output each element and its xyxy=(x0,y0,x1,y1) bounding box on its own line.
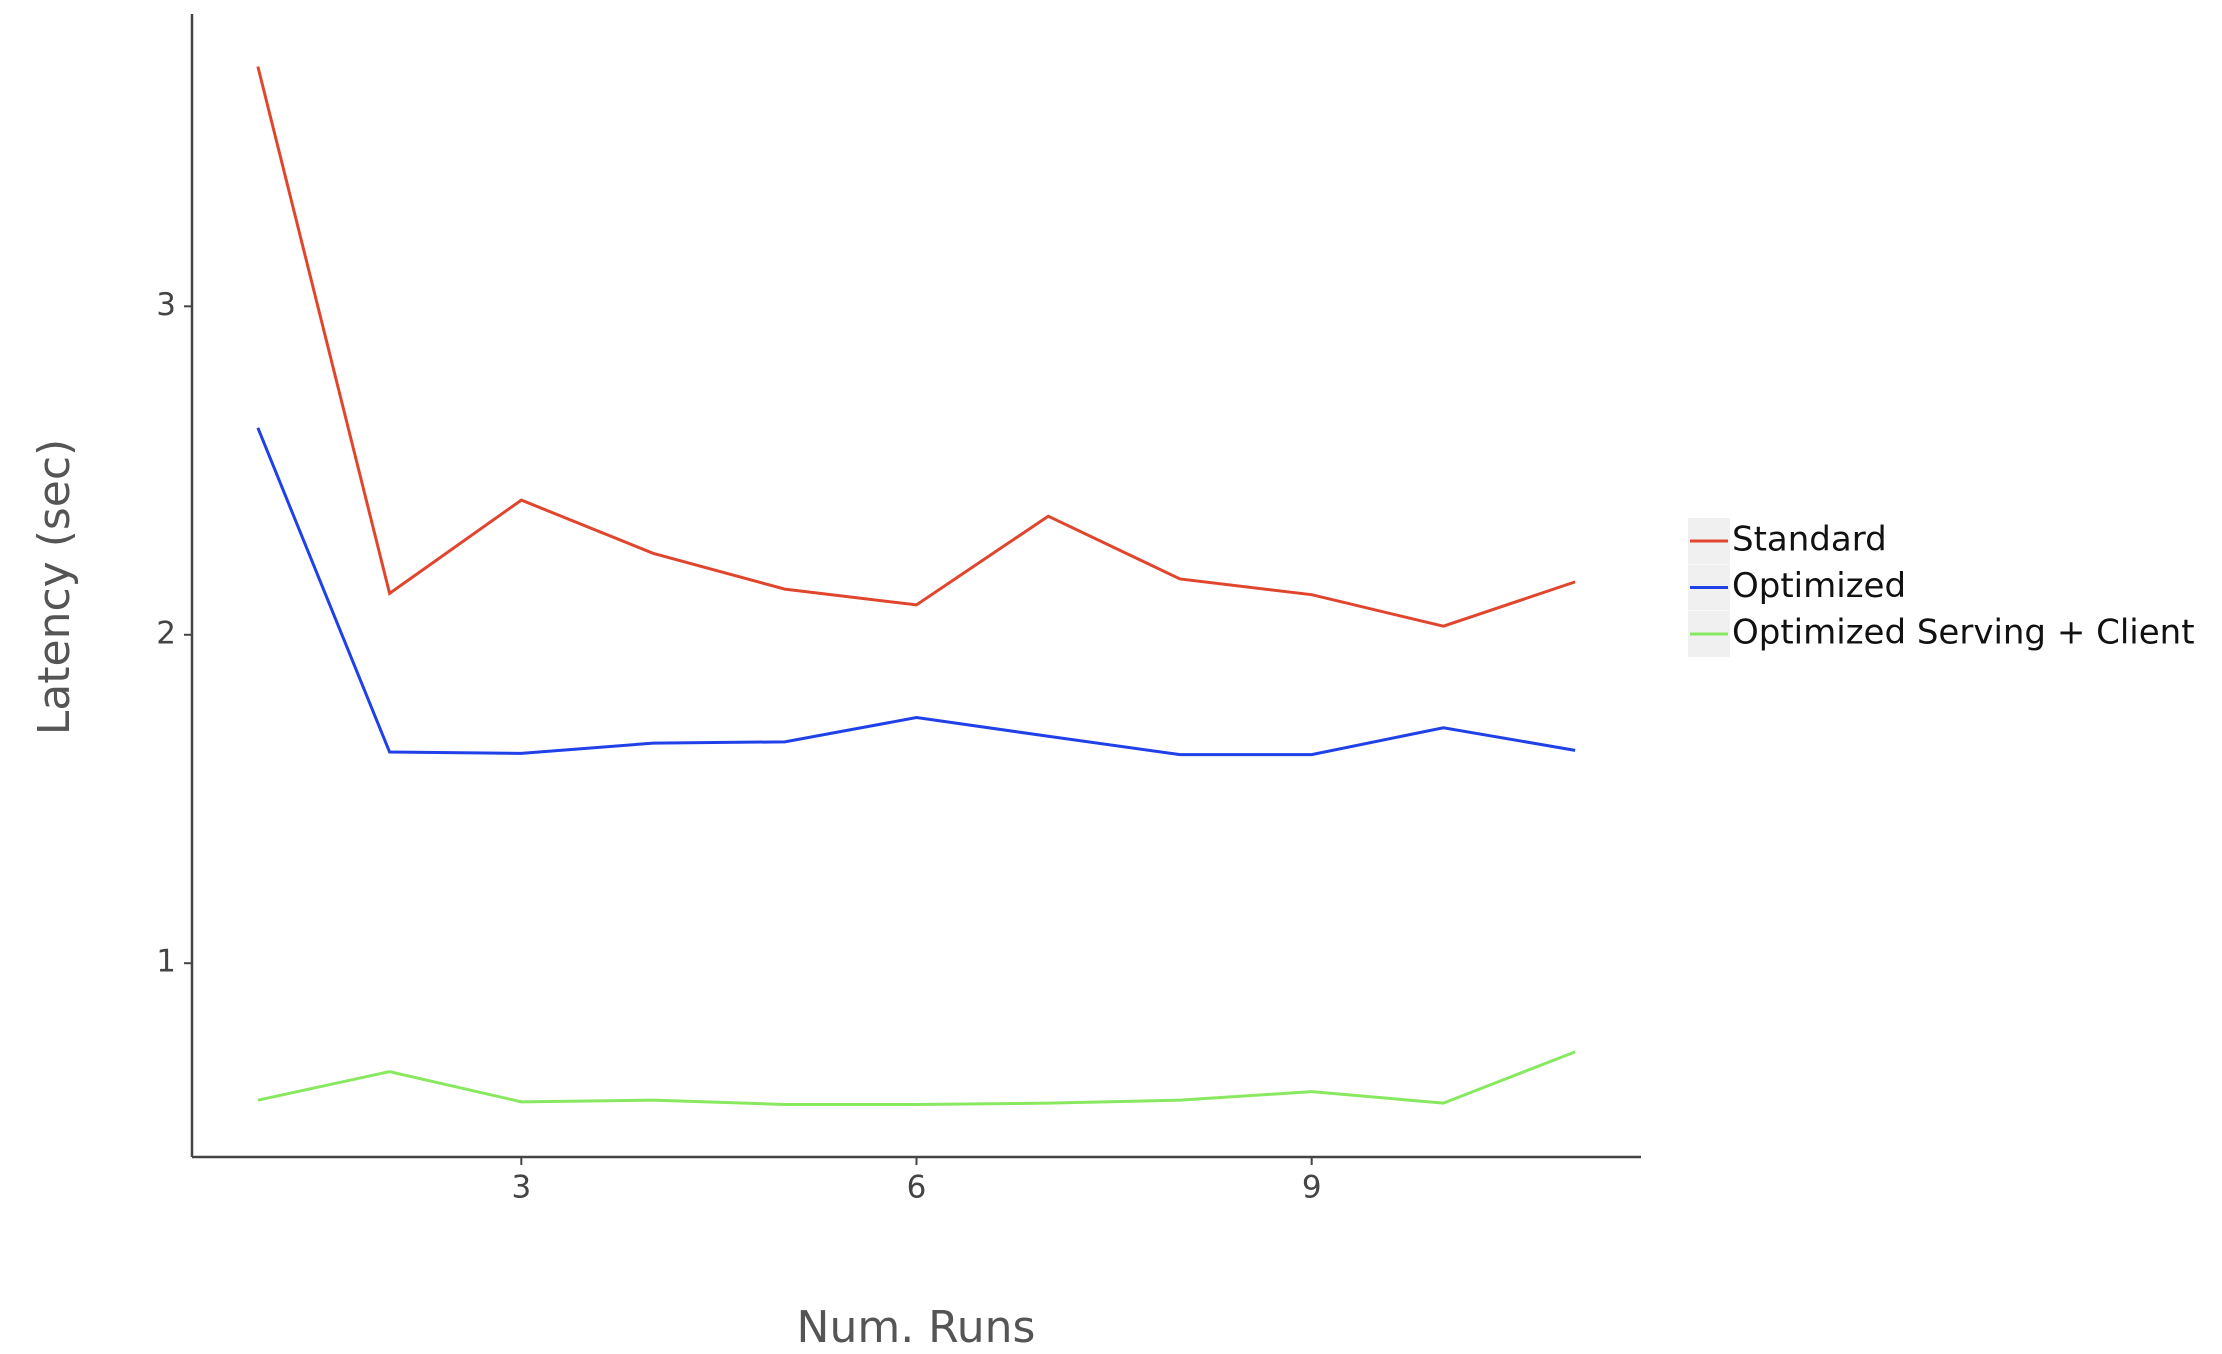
series-line xyxy=(256,427,1576,757)
x-axis-title: Num. Runs xyxy=(797,1302,1036,1353)
legend-label: Standard xyxy=(1732,520,1887,560)
legend-label: Optimized xyxy=(1732,566,1906,606)
x-tick-label: 9 xyxy=(1302,1170,1322,1206)
legend-label: Optimized Serving + Client xyxy=(1732,613,2195,653)
y-tick-label: 2 xyxy=(156,615,176,651)
y-tick-label: 1 xyxy=(156,944,176,980)
y-axis-title: Latency (sec) xyxy=(29,439,80,735)
x-tick-label: 6 xyxy=(907,1170,927,1206)
y-tick-label: 3 xyxy=(156,287,176,323)
series-line xyxy=(257,1050,1576,1106)
x-tick-label: 3 xyxy=(511,1170,531,1206)
series-line xyxy=(256,66,1576,628)
